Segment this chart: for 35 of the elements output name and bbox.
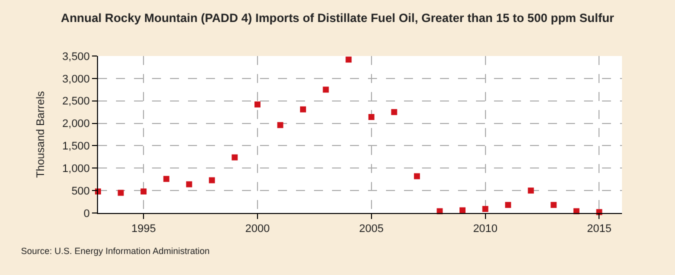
point <box>118 190 124 196</box>
y-tick-label: 1,500 <box>62 140 90 153</box>
x-tick-label: 2010 <box>473 223 498 236</box>
point <box>186 181 192 188</box>
x-tick-label: 2005 <box>359 223 384 236</box>
point <box>232 154 238 160</box>
point <box>277 122 284 128</box>
x-tick-label: 2015 <box>586 223 612 236</box>
point <box>414 173 420 180</box>
point <box>208 177 215 184</box>
point <box>254 101 260 108</box>
y-tick-label: 2,000 <box>62 118 90 130</box>
point <box>550 202 557 208</box>
x-tick-label: 2000 <box>245 223 270 236</box>
point <box>368 114 374 120</box>
point <box>391 109 398 116</box>
point <box>505 202 512 208</box>
x-tick-label: 1995 <box>131 223 156 236</box>
point <box>460 207 466 214</box>
point <box>346 56 352 63</box>
point <box>163 176 170 182</box>
point <box>322 86 329 93</box>
source-note: Source: U.S. Energy Information Administration <box>21 246 210 256</box>
point <box>528 188 534 194</box>
chart-title: Annual Rocky Mountain (PADD 4) Imports of Distillate Fuel Oil, Greater than 15 to 500 ppm Sulfur <box>60 11 614 26</box>
y-tick-label: 3,000 <box>62 73 90 86</box>
point <box>140 188 147 194</box>
y-tick-label: 1,000 <box>62 162 90 175</box>
point <box>300 106 306 112</box>
y-tick-label: 0 <box>84 208 90 220</box>
y-tick-label: 2,500 <box>62 96 90 108</box>
y-tick-label: 500 <box>71 185 90 198</box>
y-tick-label: 3,500 <box>62 50 90 63</box>
point <box>482 206 488 212</box>
y-axis-title: Thousand Barrels <box>34 90 47 178</box>
